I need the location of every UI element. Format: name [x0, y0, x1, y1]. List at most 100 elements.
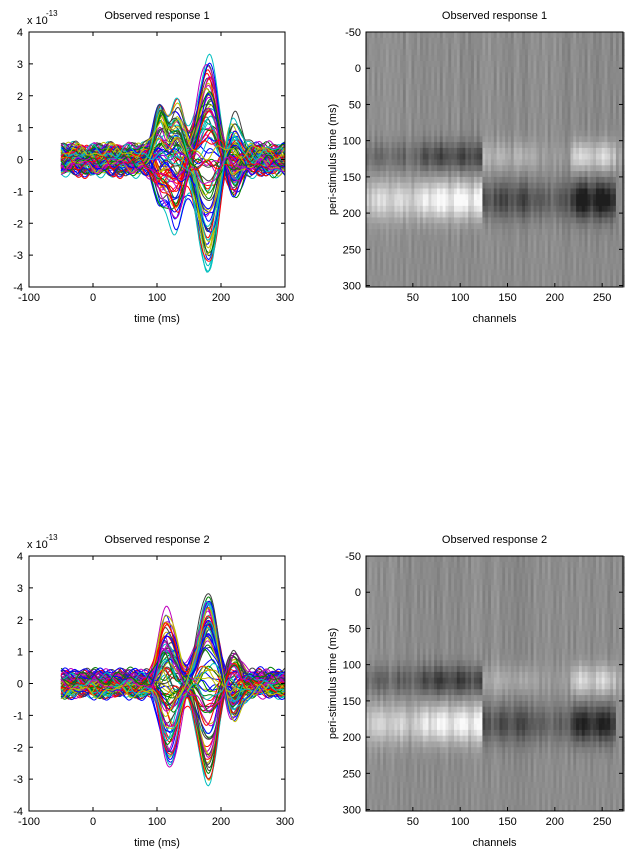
heatmap-cell	[525, 200, 529, 207]
heatmap-cell	[581, 234, 586, 242]
heatmap-cell	[405, 37, 409, 44]
heatmap-cell	[539, 223, 543, 230]
heatmap-cell	[462, 130, 466, 137]
heatmap-cell	[604, 258, 608, 265]
x-axis-label: time (ms)	[134, 313, 180, 325]
heatmap-cell	[374, 782, 378, 789]
heatmap-cell	[576, 165, 580, 172]
heatmap-cell	[468, 72, 472, 79]
heatmap-cell	[536, 200, 540, 207]
heatmap-cell	[567, 182, 571, 189]
heatmap-cell	[388, 637, 392, 644]
heatmap-cell	[525, 234, 529, 242]
heatmap-cell	[394, 142, 398, 149]
heatmap-cell	[442, 281, 446, 288]
heatmap-cell	[561, 66, 566, 73]
heatmap-cell	[488, 84, 492, 91]
heatmap-cell	[596, 55, 600, 62]
heatmap-cell	[596, 153, 600, 160]
heatmap-cell	[439, 217, 444, 224]
heatmap-cell	[513, 275, 517, 282]
heatmap-cell	[564, 153, 569, 160]
heatmap-cell	[380, 700, 384, 708]
heatmap-cell	[385, 234, 390, 242]
heatmap-cell	[368, 747, 373, 754]
heatmap-cell	[525, 153, 529, 160]
heatmap-cell	[564, 147, 569, 155]
heatmap-cell	[607, 205, 611, 213]
heatmap-cell	[391, 596, 395, 603]
heatmap-cell	[553, 55, 557, 62]
heatmap-cell	[584, 205, 588, 213]
heatmap-cell	[436, 188, 441, 195]
heatmap-cell	[507, 147, 512, 155]
heatmap-cell	[397, 671, 401, 679]
heatmap-cell	[513, 153, 517, 160]
heatmap-cell	[431, 43, 435, 50]
heatmap-cell	[366, 700, 370, 708]
heatmap-cell	[454, 275, 458, 282]
heatmap-cell	[564, 258, 569, 265]
heatmap-cell	[391, 729, 395, 737]
heatmap-cell	[482, 153, 486, 160]
heatmap-cell	[394, 165, 398, 172]
heatmap-cell	[465, 234, 469, 242]
heatmap-cell	[366, 584, 370, 592]
heatmap-cell	[374, 764, 378, 771]
heatmap-cell	[383, 573, 387, 580]
heatmap-cell	[459, 182, 463, 189]
heatmap-cell	[383, 671, 387, 679]
heatmap-cell	[604, 176, 608, 184]
heatmap-cell	[422, 194, 427, 201]
heatmap-cell	[584, 223, 588, 230]
heatmap-cell	[411, 229, 415, 236]
heatmap-cell	[414, 118, 418, 126]
heatmap-cell	[598, 217, 603, 224]
heatmap-cell	[405, 159, 409, 166]
heatmap-cell	[402, 706, 407, 713]
heatmap-cell	[613, 147, 617, 155]
heatmap-cell	[530, 153, 534, 160]
heatmap-cell	[388, 584, 392, 592]
heatmap-cell	[428, 263, 432, 271]
heatmap-cell	[400, 217, 404, 224]
heatmap-cell	[456, 147, 461, 155]
heatmap-cell	[613, 171, 617, 178]
heatmap-cell	[604, 240, 608, 247]
heatmap-cell	[374, 78, 378, 85]
heatmap-cell	[377, 60, 381, 68]
heatmap-cell	[488, 234, 492, 242]
heatmap-cell	[468, 78, 472, 85]
heatmap-cell	[590, 84, 594, 91]
heatmap-cell	[544, 49, 549, 56]
heatmap-cell	[573, 130, 577, 137]
heatmap-cell	[448, 60, 452, 68]
heatmap-cell	[397, 84, 401, 91]
heatmap-cell	[388, 153, 392, 160]
heatmap-cell	[422, 269, 427, 276]
heatmap-cell	[388, 561, 392, 568]
heatmap-cell	[445, 171, 449, 178]
heatmap-cell	[431, 269, 435, 276]
heatmap-cell	[567, 240, 571, 247]
heatmap-cell	[451, 37, 455, 44]
heatmap-cell	[394, 223, 398, 230]
heatmap-cell	[428, 55, 432, 62]
heatmap-cell	[610, 281, 614, 288]
heatmap-cell	[567, 43, 571, 50]
heatmap-cell	[383, 584, 387, 592]
heatmap-cell	[519, 263, 523, 271]
heatmap-cell	[610, 32, 614, 39]
heatmap-cell	[462, 171, 466, 178]
heatmap-cell	[385, 584, 390, 592]
heatmap-cell	[519, 153, 523, 160]
heatmap-cell	[459, 136, 463, 143]
heatmap-cell	[374, 660, 378, 667]
heatmap-cell	[425, 130, 429, 137]
heatmap-cell	[618, 263, 622, 271]
heatmap-cell	[394, 200, 398, 207]
heatmap-cell	[371, 602, 375, 609]
heatmap-cell	[496, 147, 500, 155]
heatmap-cell	[573, 159, 577, 166]
heatmap-cell	[405, 136, 409, 143]
